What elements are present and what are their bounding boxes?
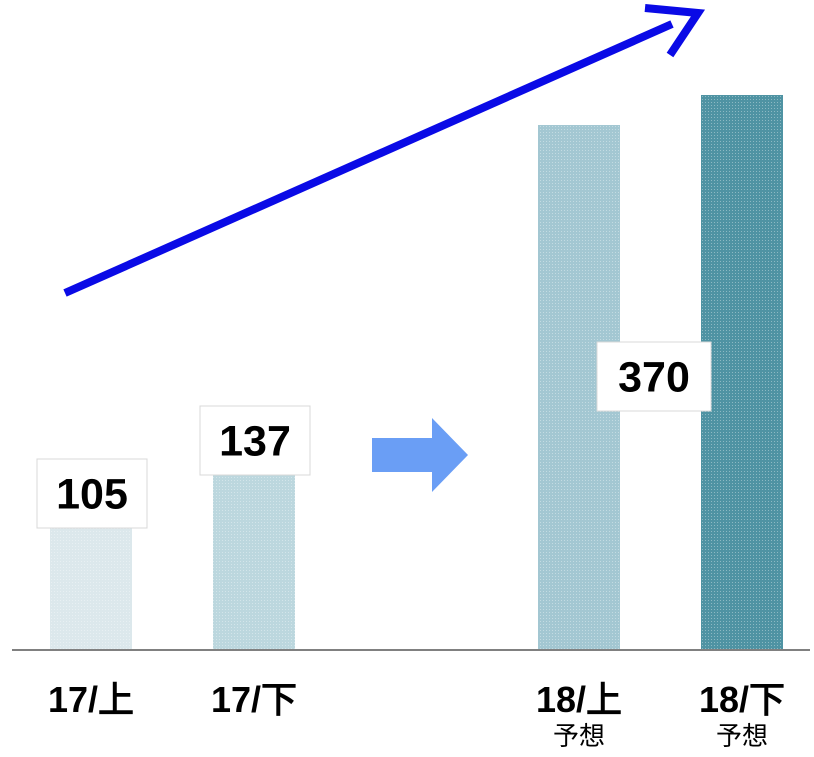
value-label-4: 370 xyxy=(618,354,690,402)
decor-layer xyxy=(12,4,810,651)
trend-arrow-head xyxy=(644,4,706,58)
x-tick-sublabel-3: 予想 xyxy=(553,722,605,752)
x-tick-label-2: 17/下 xyxy=(211,679,297,720)
x-tick-label-3: 18/上 xyxy=(536,679,622,720)
transition-arrow-icon xyxy=(372,418,468,492)
trend-arrow-line xyxy=(63,20,674,297)
value-label-box-2 xyxy=(199,405,311,476)
value-label-2: 137 xyxy=(219,418,291,466)
x-tick-label-1: 17/上 xyxy=(48,679,134,720)
value-label-1: 105 xyxy=(56,471,128,519)
x-tick-label-4: 18/下 xyxy=(699,679,785,720)
value-label-box-4 xyxy=(596,341,712,412)
bar-texture-4 xyxy=(701,95,783,650)
x-tick-sublabel-4: 予想 xyxy=(716,722,768,752)
bar-texture-2 xyxy=(213,444,295,650)
value-label-box-1 xyxy=(36,458,148,529)
